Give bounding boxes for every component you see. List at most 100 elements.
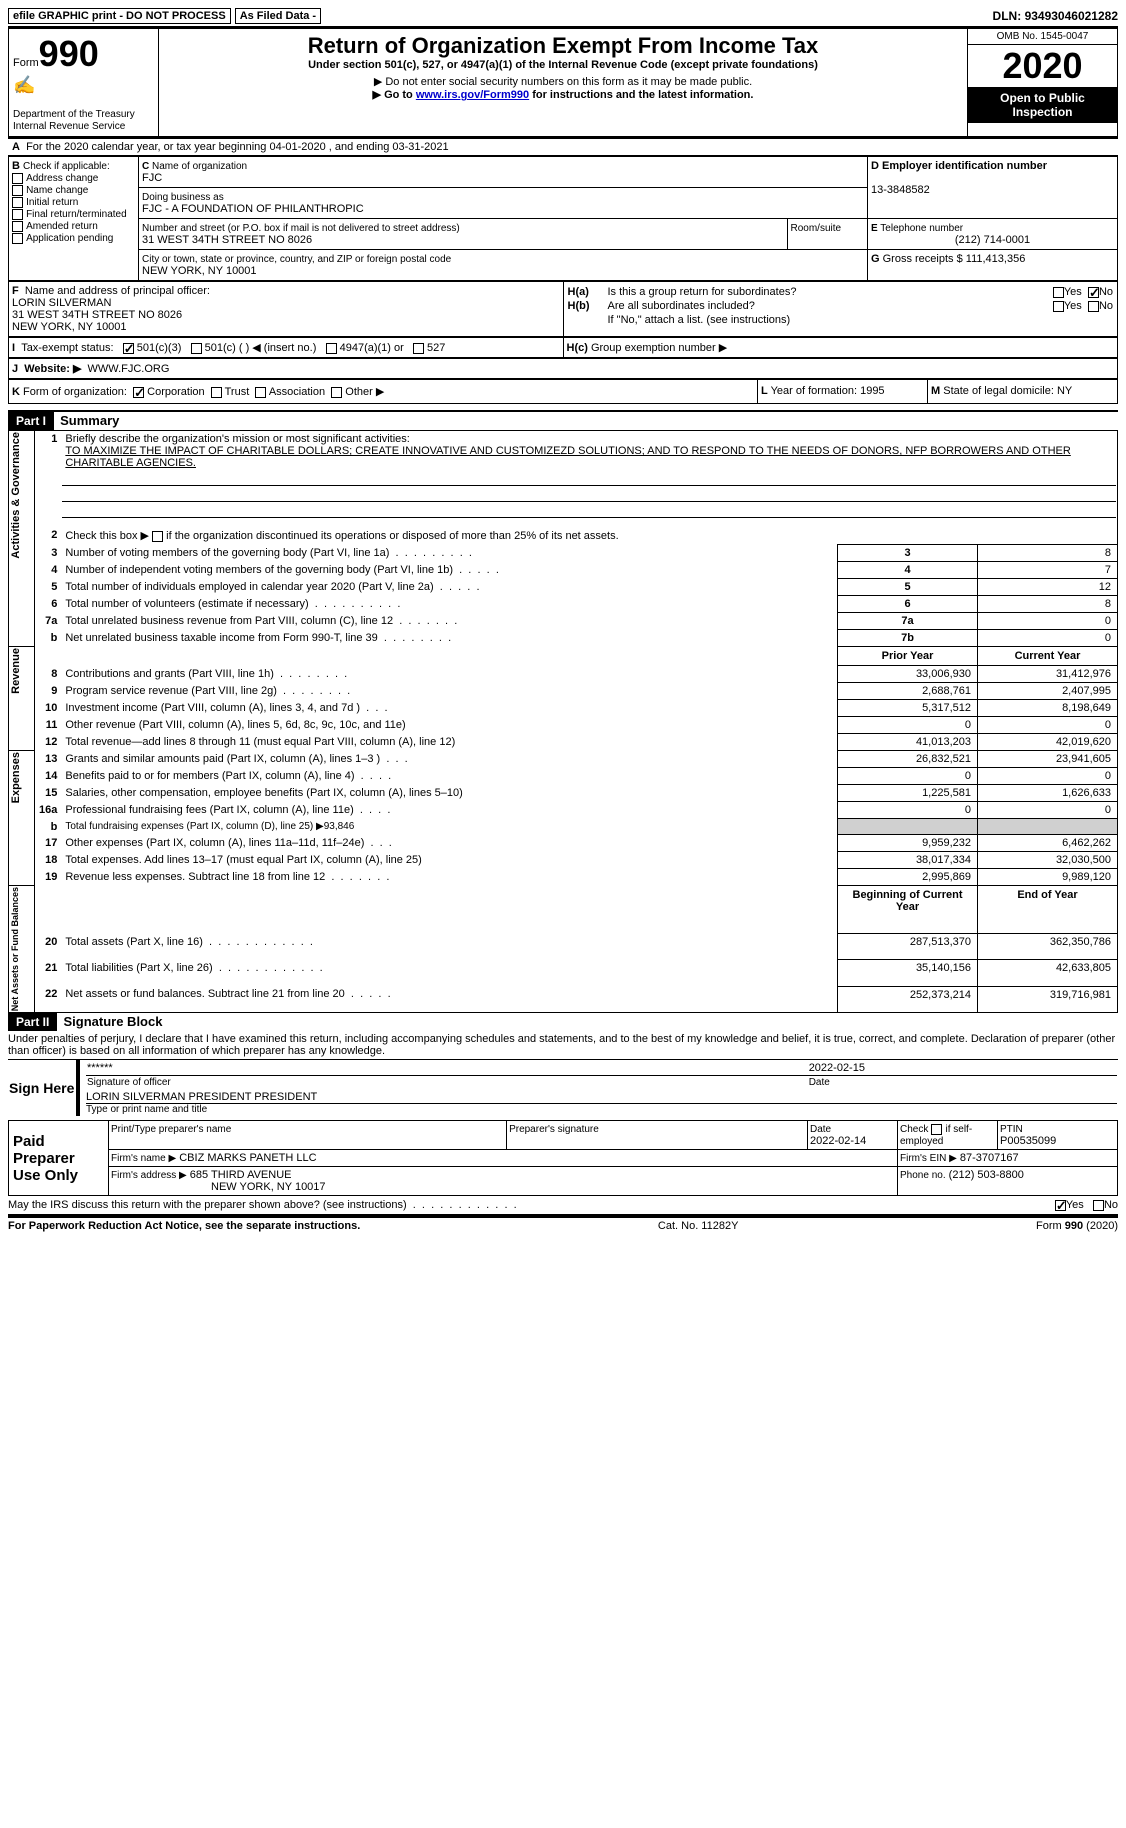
tax-year: 2020 <box>968 45 1117 87</box>
net-line-20: 20Total assets (Part X, line 16) . . . .… <box>9 934 1118 960</box>
org-name: FJC <box>142 172 162 184</box>
net-line-21: 21Total liabilities (Part X, line 26) . … <box>9 960 1118 986</box>
dept-label: Department of the Treasury <box>13 109 135 120</box>
part1-table: Activities & Governance 1 Briefly descri… <box>8 430 1118 1013</box>
gov-line-7b: bNet unrelated business taxable income f… <box>9 630 1118 647</box>
dln-label: DLN: 93493046021282 <box>993 9 1118 23</box>
amended-return-checkbox[interactable] <box>12 221 23 232</box>
rev-line-9: 9Program service revenue (Part VIII, lin… <box>9 683 1118 700</box>
discuss-row: May the IRS discuss this return with the… <box>8 1196 1118 1216</box>
klm-table: K Form of organization: Corporation Trus… <box>8 379 1118 404</box>
sig-date: 2022-02-15 <box>808 1061 1117 1076</box>
discuss-no-checkbox[interactable] <box>1093 1200 1104 1211</box>
rev-line-8: 8Contributions and grants (Part VIII, li… <box>9 666 1118 683</box>
gov-line-6: 6Total number of volunteers (estimate if… <box>9 596 1118 613</box>
sign-here-label: Sign Here <box>8 1060 78 1117</box>
prior-year-header: Prior Year <box>838 647 978 666</box>
officer-typed-name: LORIN SILVERMAN PRESIDENT PRESIDENT <box>86 1091 1117 1104</box>
irs-link[interactable]: www.irs.gov/Form990 <box>416 89 529 101</box>
firm-addr1: 685 THIRD AVENUE <box>190 1169 292 1181</box>
exp-line-17: 17Other expenses (Part IX, column (A), l… <box>9 835 1118 852</box>
section-a: A For the 2020 calendar year, or tax yea… <box>8 137 1118 156</box>
exp-line-16b: bTotal fundraising expenses (Part IX, co… <box>9 819 1118 835</box>
firm-ein: 87-3707167 <box>960 1152 1019 1164</box>
form-title: Return of Organization Exempt From Incom… <box>163 33 963 59</box>
exp-line-18: 18Total expenses. Add lines 13–17 (must … <box>9 852 1118 869</box>
rev-line-10: 10Investment income (Part VIII, column (… <box>9 700 1118 717</box>
form-prefix: Form <box>13 57 39 69</box>
rev-line-12: 12Total revenue—add lines 8 through 11 (… <box>9 734 1118 751</box>
irs-label: Internal Revenue Service <box>13 121 125 132</box>
side-netassets: Net Assets or Fund Balances <box>10 887 20 1011</box>
exp-line-15: 15Salaries, other compensation, employee… <box>9 785 1118 802</box>
self-employed-checkbox[interactable] <box>931 1124 942 1135</box>
corp-checkbox[interactable] <box>133 387 144 398</box>
side-governance: Activities & Governance <box>10 432 22 559</box>
website-row: J Website: ▶ WWW.FJC.ORG <box>8 358 1118 379</box>
website: WWW.FJC.ORG <box>88 363 170 375</box>
final-return-checkbox[interactable] <box>12 209 23 220</box>
part2-title: Signature Block <box>63 1014 162 1029</box>
preparer-table: Paid Preparer Use Only Print/Type prepar… <box>8 1120 1118 1196</box>
trust-checkbox[interactable] <box>211 387 222 398</box>
net-line-22: 22Net assets or fund balances. Subtract … <box>9 986 1118 1012</box>
end-year-header: End of Year <box>978 886 1118 934</box>
year-formation: 1995 <box>860 385 884 397</box>
firm-name: CBIZ MARKS PANETH LLC <box>179 1152 316 1164</box>
ha-no-checkbox[interactable] <box>1088 287 1099 298</box>
begin-year-header: Beginning of Current Year <box>838 886 978 934</box>
form-header: Form990 ✍ Department of the Treasury Int… <box>8 28 1118 137</box>
firm-phone: (212) 503-8800 <box>949 1169 1024 1181</box>
part1-title: Summary <box>60 413 119 428</box>
other-checkbox[interactable] <box>331 387 342 398</box>
exp-line-14: 14Benefits paid to or for members (Part … <box>9 768 1118 785</box>
side-expenses: Expenses <box>10 752 22 803</box>
officer-signature: ****** <box>86 1061 808 1076</box>
assoc-checkbox[interactable] <box>255 387 266 398</box>
ptin: P00535099 <box>1000 1135 1056 1147</box>
ein: 13-3848582 <box>871 184 930 196</box>
form-number: 990 <box>39 33 99 74</box>
gross-receipts: 111,413,356 <box>966 253 1026 265</box>
efile-label: efile GRAPHIC print - DO NOT PROCESS <box>8 8 231 24</box>
signature-table: Sign Here ****** 2022-02-15 Signature of… <box>8 1059 1118 1116</box>
topbar: efile GRAPHIC print - DO NOT PROCESS As … <box>8 8 1118 24</box>
form-subtitle: Under section 501(c), 527, or 4947(a)(1)… <box>163 59 963 71</box>
gov-line-7a: 7aTotal unrelated business revenue from … <box>9 613 1118 630</box>
discontinued-checkbox[interactable] <box>152 531 163 542</box>
exp-line-19: 19Revenue less expenses. Subtract line 1… <box>9 869 1118 886</box>
rev-line-11: 11Other revenue (Part VIII, column (A), … <box>9 717 1118 734</box>
discuss-yes-checkbox[interactable] <box>1055 1200 1066 1211</box>
dba: FJC - A FOUNDATION OF PHILANTHROPIC <box>142 203 364 215</box>
initial-return-checkbox[interactable] <box>12 197 23 208</box>
app-pending-checkbox[interactable] <box>12 233 23 244</box>
note1: ▶ Do not enter social security numbers o… <box>163 75 963 88</box>
officer-name: LORIN SILVERMAN <box>12 297 111 309</box>
ha-yes-checkbox[interactable] <box>1053 287 1064 298</box>
hb-no-checkbox[interactable] <box>1088 301 1099 312</box>
527-checkbox[interactable] <box>413 343 424 354</box>
city: NEW YORK, NY 10001 <box>142 265 257 277</box>
part1-label: Part I <box>8 412 54 430</box>
tax-status-table: I Tax-exempt status: 501(c)(3) 501(c) ( … <box>8 337 1118 358</box>
phone: (212) 714-0001 <box>871 234 1114 246</box>
name-change-checkbox[interactable] <box>12 185 23 196</box>
501c-checkbox[interactable] <box>191 343 202 354</box>
4947-checkbox[interactable] <box>326 343 337 354</box>
501c3-checkbox[interactable] <box>123 343 134 354</box>
address-change-checkbox[interactable] <box>12 173 23 184</box>
org-info-table: B Check if applicable: Address change Na… <box>8 156 1118 281</box>
declaration: Under penalties of perjury, I declare th… <box>8 1031 1118 1059</box>
part2-label: Part II <box>8 1013 57 1031</box>
open-public: Open to Public Inspection <box>968 87 1117 123</box>
gov-line-3: 3Number of voting members of the governi… <box>9 545 1118 562</box>
page-footer: For Paperwork Reduction Act Notice, see … <box>8 1216 1118 1232</box>
exp-line-16a: 16aProfessional fundraising fees (Part I… <box>9 802 1118 819</box>
omb-label: OMB No. 1545-0047 <box>968 29 1117 45</box>
hb-yes-checkbox[interactable] <box>1053 301 1064 312</box>
current-year-header: Current Year <box>978 647 1118 666</box>
note2: ▶ Go to www.irs.gov/Form990 for instruct… <box>163 88 963 101</box>
paid-preparer-label: Paid Preparer Use Only <box>9 1121 109 1196</box>
domicile: NY <box>1057 385 1072 397</box>
mission-text: TO MAXIMIZE THE IMPACT OF CHARITABLE DOL… <box>65 445 1070 469</box>
